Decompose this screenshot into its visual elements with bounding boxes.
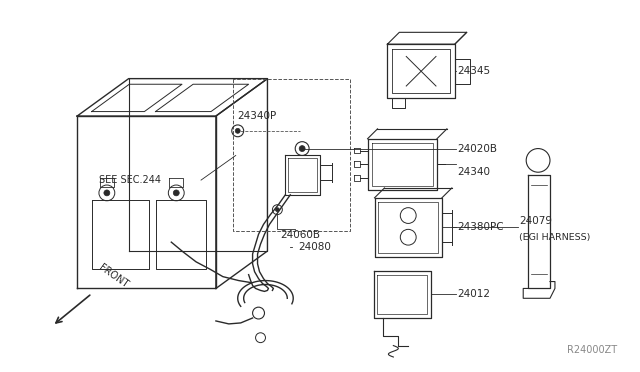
Text: 24340P: 24340P — [237, 111, 277, 121]
Text: 24380PC: 24380PC — [457, 222, 504, 232]
Text: 24079: 24079 — [519, 217, 552, 227]
Circle shape — [275, 208, 279, 212]
Text: 24080: 24080 — [298, 242, 331, 252]
Circle shape — [299, 145, 305, 151]
Text: 24340: 24340 — [457, 167, 490, 177]
Text: FRONT: FRONT — [97, 262, 130, 289]
Text: R24000ZT: R24000ZT — [567, 346, 618, 355]
Text: 24060B: 24060B — [280, 230, 321, 240]
Text: 24345: 24345 — [457, 66, 490, 76]
Circle shape — [173, 190, 179, 196]
Circle shape — [104, 190, 110, 196]
Text: SEE SEC.244: SEE SEC.244 — [99, 175, 161, 185]
Text: 24020B: 24020B — [457, 144, 497, 154]
Circle shape — [236, 128, 240, 133]
Text: 24012: 24012 — [457, 289, 490, 299]
Text: (EGI HARNESS): (EGI HARNESS) — [519, 233, 591, 242]
